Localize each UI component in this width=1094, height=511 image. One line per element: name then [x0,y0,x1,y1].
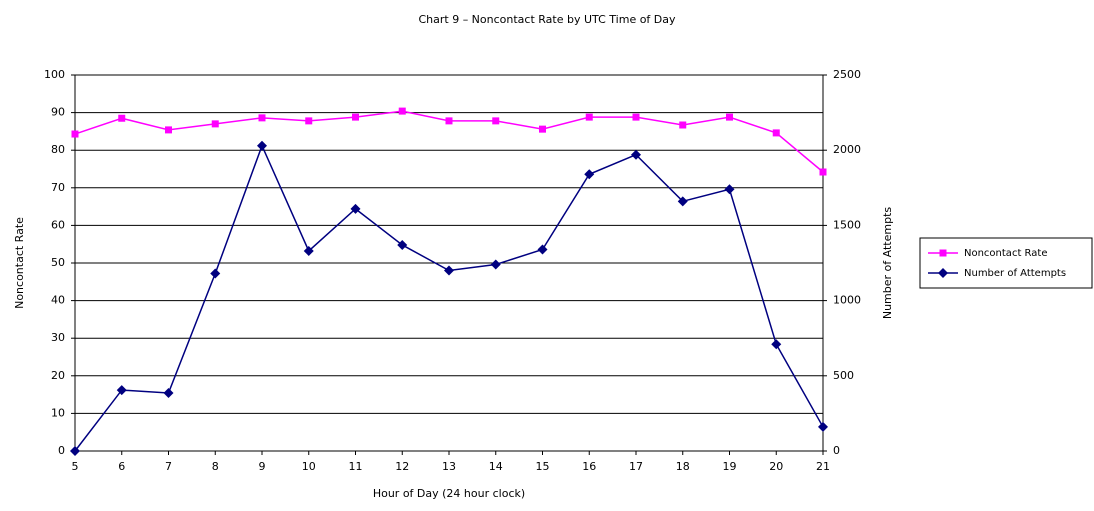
x-tick-label: 20 [769,460,783,473]
y-tick-label: 50 [51,256,65,269]
y-tick-label: 0 [58,444,65,457]
marker [165,126,172,134]
legend-box [919,237,1093,289]
x-tick-label: 14 [489,460,503,473]
x-tick-label: 10 [302,460,316,473]
y-tick-label: 90 [51,106,65,119]
y-tick-label: 40 [51,294,65,307]
marker [818,421,828,432]
marker [632,113,640,121]
x-tick-label: 12 [395,460,409,473]
y-tick-label: 60 [51,218,65,231]
marker [70,446,80,456]
marker [257,140,267,151]
marker [444,265,454,276]
legend-label: Noncontact Rate [964,248,1047,259]
y-tick-label: 100 [44,68,65,81]
marker [305,117,313,125]
marker [679,121,687,129]
y-tick-label: 30 [51,331,65,344]
marker [724,184,735,195]
marker [726,113,733,121]
marker [490,259,501,270]
marker [445,117,453,125]
marker [118,114,126,122]
y-tick-label: 20 [51,369,65,382]
marker [584,169,595,180]
marker [938,268,948,278]
y-tick-label: 80 [51,143,65,156]
y-axis-label: Noncontact Rate [13,217,26,309]
marker [939,249,947,257]
marker [398,107,406,115]
y-tick-label: 70 [51,181,65,194]
marker [492,117,500,125]
x-tick-label: 21 [816,460,830,473]
x-tick-label: 9 [259,460,266,473]
marker [772,129,780,137]
marker [819,168,827,176]
legend-label: Number of Attempts [964,268,1066,279]
x-tick-label: 17 [629,460,643,473]
marker [397,239,408,250]
marker [350,203,361,214]
y2-tick-label: 0 [833,444,840,457]
x-tick-label: 19 [723,460,737,473]
x-tick-label: 18 [676,460,690,473]
y2-tick-label: 500 [833,369,854,382]
marker [116,385,127,396]
y2-tick-label: 2500 [833,68,861,81]
marker [210,268,221,279]
y2-tick-label: 2000 [833,143,861,156]
x-tick-label: 6 [118,460,125,473]
marker [352,113,359,121]
line [74,143,824,452]
chart-title: Chart 9 – Noncontact Rate by UTC Time of… [418,13,676,26]
marker [211,120,219,128]
y2-tick-label: 1000 [833,294,861,307]
marker [585,113,593,121]
y-tick-label: 10 [51,406,65,419]
x-tick-label: 16 [582,460,596,473]
x-tick-label: 15 [536,460,550,473]
marker [677,196,688,207]
marker [163,387,174,398]
x-axis-label: Hour of Day (24 hour clock) [373,487,525,500]
marker [258,114,266,122]
x-tick-label: 7 [165,460,172,473]
marker [71,130,79,138]
y2-tick-label: 1500 [833,218,861,231]
marker [537,244,548,255]
y2-axis-label: Number of Attempts [881,207,894,320]
x-tick-label: 8 [212,460,219,473]
marker [303,245,314,256]
marker [771,339,782,350]
x-tick-label: 5 [72,460,79,473]
marker [631,149,641,160]
marker [539,125,546,133]
x-tick-label: 13 [442,460,456,473]
x-tick-label: 11 [349,460,363,473]
